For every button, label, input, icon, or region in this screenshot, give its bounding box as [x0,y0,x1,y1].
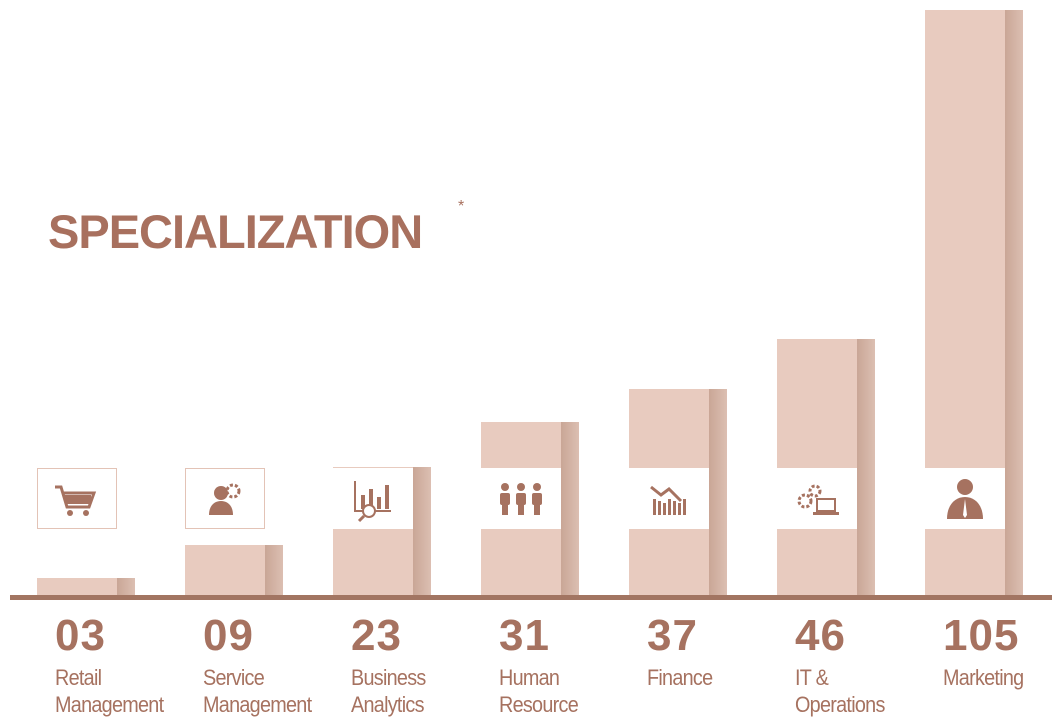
bar-side [413,466,431,595]
title-mark: * [458,198,465,215]
category-label: Service Management [203,665,312,717]
bar-side [709,388,727,595]
value-label: 09 [203,611,254,660]
bar-side [561,422,579,595]
icon [777,468,857,529]
bar [777,338,857,595]
chart-title: SPECIALIZATION [48,205,423,258]
value-label: 46 [795,611,846,660]
value-label: 105 [943,611,1020,660]
icon-graphic [500,483,542,515]
baseline [10,595,1052,600]
icon-graphic [947,479,983,519]
icon [629,468,709,529]
value-label: 03 [55,611,106,660]
icon-graphic [209,483,241,515]
value-label: 37 [647,611,698,660]
bar [185,544,265,595]
value-label: 31 [499,611,550,660]
icon-graphic [55,485,97,516]
bar-side [857,338,875,595]
category-label: Retail Management [55,665,164,717]
category-label: Finance [647,665,713,690]
category-label: Human Resource [499,665,579,717]
icon [481,468,561,529]
icon-graphic [797,484,839,515]
bar-side [1005,10,1023,595]
bar [37,578,117,595]
value-label: 23 [351,611,402,660]
category-label: Business Analytics [351,665,426,717]
icon-graphic [354,481,391,523]
category-label: IT & Operations [795,665,885,717]
icon [37,468,117,529]
icon [925,468,1005,529]
icon [185,468,265,529]
bar-side [265,544,283,595]
icon [333,468,413,529]
category-label: Marketing [943,665,1024,690]
icon-graphic [650,485,686,515]
bar-side [117,578,135,595]
